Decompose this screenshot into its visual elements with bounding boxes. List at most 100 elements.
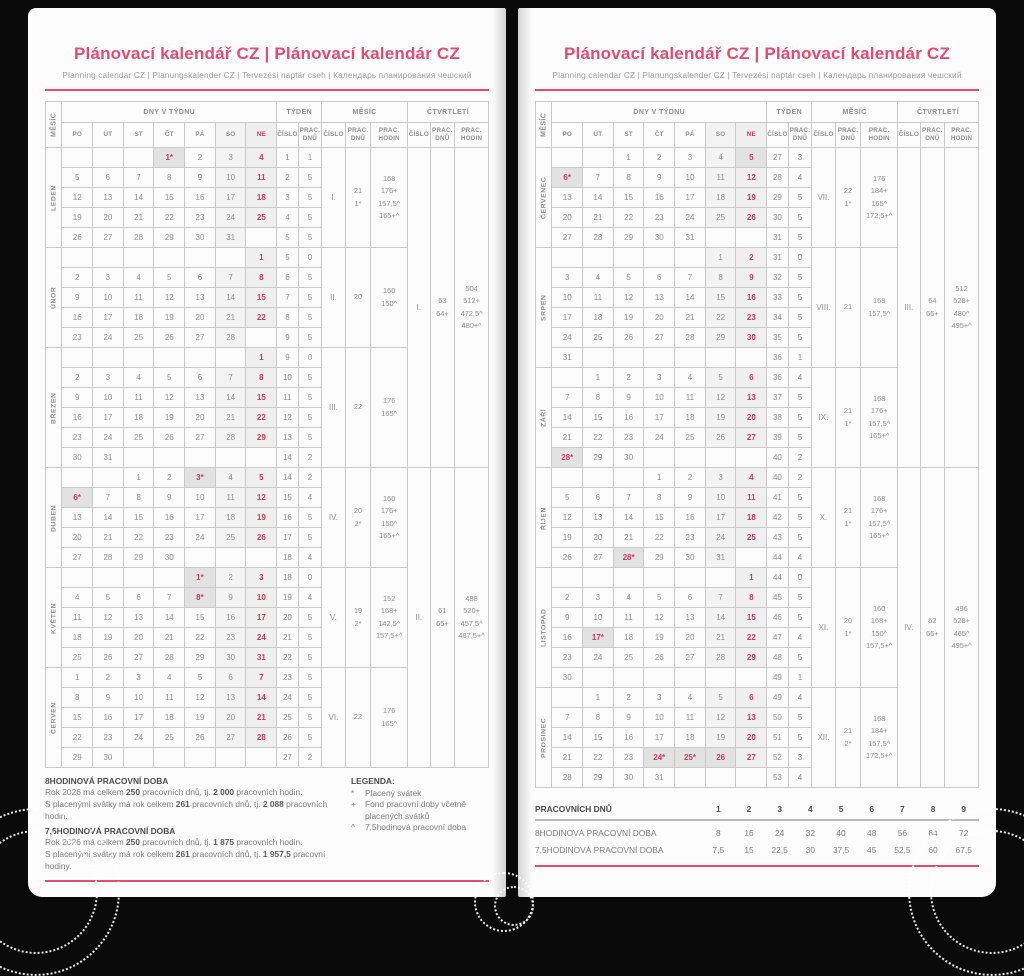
- day-name-header: ČT: [643, 122, 676, 148]
- day-cell: 31: [674, 227, 706, 248]
- week-row: 16 17* 18 19 20 21 22 47 4: [536, 627, 979, 648]
- week-row: 27 28 29 30 18 4: [46, 547, 489, 568]
- day-cell: 28: [92, 547, 124, 568]
- month-workdays: 21 1*: [834, 467, 862, 568]
- day-cell: 15: [643, 507, 676, 528]
- day-cell: 21: [122, 207, 155, 228]
- day-cell: 26: [643, 647, 676, 668]
- day-cell: 7: [122, 167, 155, 188]
- day-cell: 18: [735, 507, 768, 528]
- day-cell: 27: [214, 727, 247, 748]
- quarter-workdays: 62 66+: [919, 467, 946, 788]
- day-cell: 4: [674, 687, 706, 708]
- day-cell: 7: [153, 587, 186, 608]
- day-cell: 16: [612, 727, 645, 748]
- month-workhours: 168 176+ 157,5^ 165+^: [860, 367, 899, 468]
- separator: [535, 819, 979, 821]
- sub-header: PRAC. HODIN: [454, 122, 489, 148]
- day-cell: 5: [643, 587, 676, 608]
- quarter-workhours: 496 528+ 465^ 495+^: [944, 467, 979, 788]
- day-cell: 23: [643, 207, 676, 228]
- day-cell: 27: [61, 547, 94, 568]
- row-value: 16: [744, 827, 754, 838]
- day-cell: 2: [612, 367, 645, 388]
- day-cell: 19: [245, 507, 278, 528]
- day-cell: 22: [735, 627, 768, 648]
- day-cell: 8: [61, 687, 94, 708]
- week-number: 8: [276, 307, 299, 328]
- cell: PO ÚT ST ČT PÁ SO NE ČÍSLO PRAC. DNŮ ČÍSLO PRAC. DNŮ…: [46, 122, 489, 148]
- day-cell: 9: [61, 387, 94, 408]
- sub-header: PRAC. DNŮ: [344, 122, 372, 148]
- cell: 250: [126, 787, 140, 797]
- sub-header: ČÍSLO: [276, 122, 299, 148]
- week-number: 14: [276, 447, 299, 468]
- day-name-header: PO: [551, 122, 584, 148]
- day-name-header: PÁ: [184, 122, 216, 148]
- day-cell: 3*: [184, 467, 216, 488]
- workdays-hours-table: PRACOVNÍCH DNŮ 1 2 3 4 5 6 7 8 9 8HODINOVÁ PRACOVN…: [535, 800, 979, 858]
- section-line: S placenými svátky má rok celkem 261 pra…: [45, 798, 328, 821]
- month-number: VIII.: [811, 247, 836, 368]
- day-cell: 16: [551, 627, 584, 648]
- week-workdays: 2: [787, 447, 813, 468]
- day-cell: 25: [674, 427, 706, 448]
- workdays-col: 4: [808, 803, 813, 814]
- day-cell: 31: [214, 227, 247, 248]
- day-cell: [582, 667, 614, 688]
- day-cell: [214, 447, 247, 468]
- workdays-col: 9: [961, 803, 967, 814]
- month-workdays: 22: [344, 347, 372, 468]
- day-cell: 25: [122, 327, 155, 348]
- day-cell: 1: [735, 567, 768, 588]
- cell: ČERVENEC 1 2 3 4 5 27 3 VII. 22 1* 176 184+ 165^ 172,5…: [535, 147, 979, 788]
- day-cell: 16: [735, 287, 768, 308]
- day-cell: 27: [184, 327, 216, 348]
- day-name-header: SO: [214, 122, 247, 148]
- week-workdays: 2: [297, 467, 323, 488]
- week-row: 31 36 1: [536, 347, 979, 368]
- week-number: 46: [766, 607, 789, 628]
- day-cell: [61, 567, 94, 588]
- month-number: V.: [321, 567, 346, 668]
- day-cell: 11: [735, 487, 768, 508]
- day-cell: 7: [245, 667, 278, 688]
- workdays-header-row: PRACOVNÍCH DNŮ 1 2 3 4 5 6 7 8 9: [535, 800, 979, 817]
- day-cell: 1: [582, 687, 614, 708]
- day-cell: 2: [612, 687, 645, 708]
- day-cell: 27: [122, 647, 155, 668]
- day-cell: 12: [92, 607, 124, 628]
- week-workdays: 5: [787, 427, 813, 448]
- week-workdays: 5: [297, 367, 323, 388]
- day-cell: 10: [245, 587, 278, 608]
- week-workdays: 5: [297, 267, 323, 288]
- week-workdays: 5: [297, 187, 323, 208]
- week-number: 32: [766, 267, 789, 288]
- legend-text: 7,5hodinová pracovní doba: [365, 822, 467, 833]
- day-cell: 22: [245, 407, 278, 428]
- week-workdays: 4: [297, 587, 323, 608]
- quarter-workhours: 488 520+ 457,5^ 487,5+^: [454, 467, 489, 768]
- week-row: 28* 29 30 40 2: [536, 447, 979, 468]
- month-workdays: 20 2*: [344, 467, 372, 568]
- day-cell: 5: [61, 167, 94, 188]
- day-cell: 14: [245, 687, 278, 708]
- day-cell: 2: [551, 587, 584, 608]
- week-row: 9 10 11 12 13 14 15 46 5: [536, 607, 979, 628]
- cell: 261: [175, 849, 190, 860]
- cell: MĚSÍC DNY V TÝDNU TÝDEN MĚSÍC ČTVRTLETÍ: [535, 101, 979, 148]
- day-cell: [735, 547, 768, 568]
- day-cell: [612, 667, 645, 688]
- week-number: 21: [276, 627, 299, 648]
- sub-header: PRAC. DNŮ: [787, 122, 813, 148]
- month-workhours: 168 184+ 157,5^ 172,5+^: [860, 687, 899, 788]
- day-cell: 2: [735, 247, 768, 268]
- week-number: 24: [276, 687, 299, 708]
- week-number: 9: [276, 327, 299, 348]
- week-number: 26: [276, 727, 299, 748]
- week-number: 10: [276, 367, 299, 388]
- day-cell: 18: [245, 187, 278, 208]
- day-name-header: ST: [122, 122, 155, 148]
- day-cell: 15: [612, 187, 645, 208]
- week-number: 43: [766, 527, 789, 548]
